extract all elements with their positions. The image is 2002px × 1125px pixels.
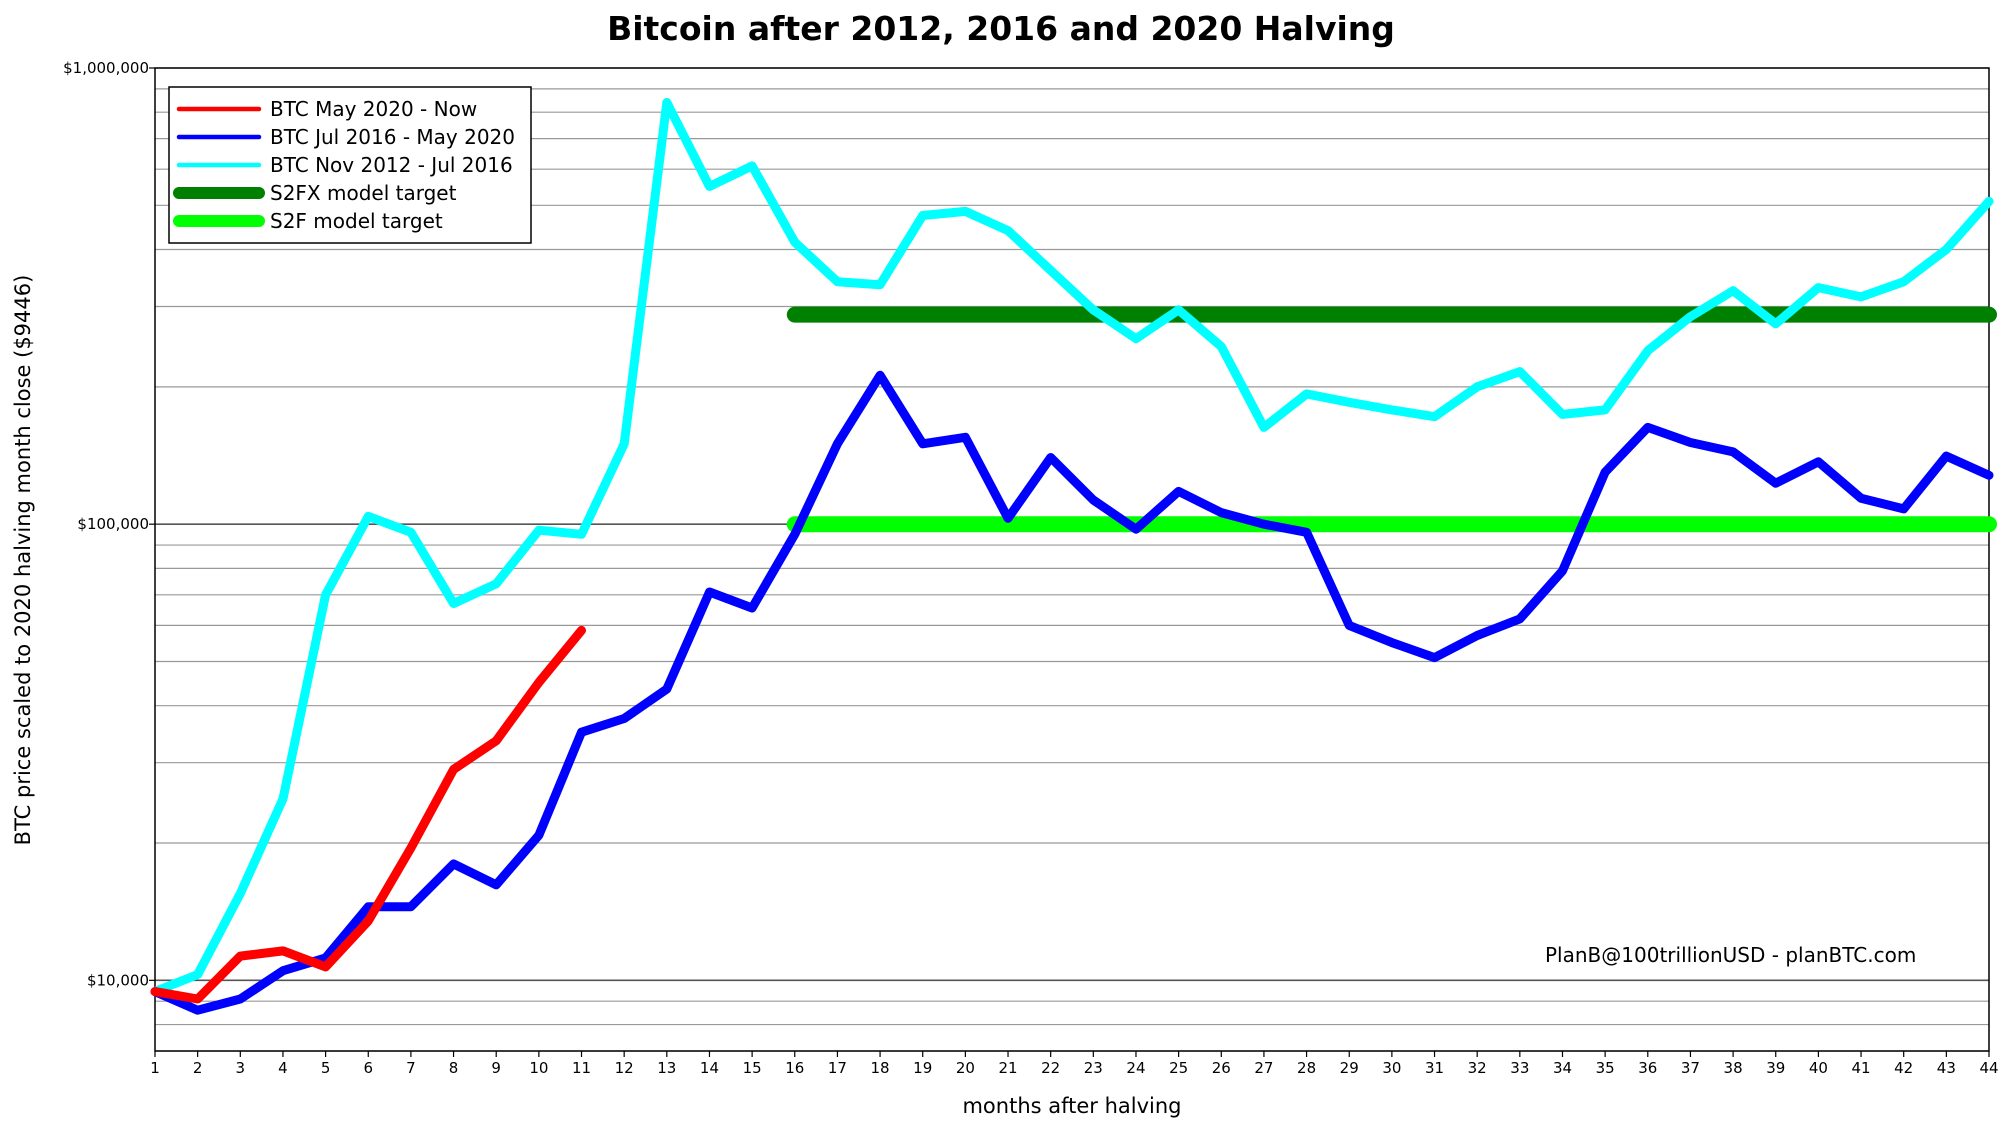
x-tick-label: 5 <box>321 1059 331 1077</box>
x-tick-label: 36 <box>1638 1059 1657 1077</box>
series-line-2 <box>150 98 1994 997</box>
x-tick-label: 42 <box>1894 1059 1913 1077</box>
x-tick-label: 26 <box>1212 1059 1231 1077</box>
legend-label: BTC Jul 2016 - May 2020 <box>270 125 515 149</box>
x-tick-label: 37 <box>1681 1059 1700 1077</box>
x-tick-label: 10 <box>529 1059 548 1077</box>
x-tick-label: 35 <box>1596 1059 1615 1077</box>
legend-label: BTC Nov 2012 - Jul 2016 <box>270 153 513 177</box>
x-tick-label: 39 <box>1766 1059 1785 1077</box>
x-tick-label: 25 <box>1169 1059 1188 1077</box>
x-tick-label: 31 <box>1425 1059 1444 1077</box>
y-tick-label: $1,000,000 <box>63 59 149 77</box>
x-tick-label: 28 <box>1297 1059 1316 1077</box>
credit-annotation: PlanB@100trillionUSD - planBTC.com <box>1545 943 1916 967</box>
x-tick-label: 30 <box>1382 1059 1401 1077</box>
x-axis-ticks: 1 2 3 4 5 6 7 8 9 10 11 12 13 14 15 16 17 18 19 20 21 22 23 24 2… <box>150 1051 1999 1077</box>
x-tick-label: 44 <box>1979 1059 1998 1077</box>
x-tick-label: 16 <box>785 1059 804 1077</box>
legend-label: S2F model target <box>270 209 443 233</box>
x-tick-label: 14 <box>700 1059 719 1077</box>
x-tick-label: 23 <box>1084 1059 1103 1077</box>
x-tick-label: 20 <box>956 1059 975 1077</box>
y-axis-ticks: $10,000 $100,000 $1,000,000 <box>63 59 155 989</box>
x-tick-label: 13 <box>657 1059 676 1077</box>
x-tick-label: 4 <box>278 1059 288 1077</box>
x-tick-label: 22 <box>1041 1059 1060 1077</box>
series-layer <box>150 98 1997 1015</box>
x-tick-label: 34 <box>1553 1059 1572 1077</box>
x-tick-label: 40 <box>1809 1059 1828 1077</box>
plot-area-frame <box>154 67 1990 1052</box>
series-line-1 <box>150 370 1994 1015</box>
x-tick-label: 2 <box>193 1059 203 1077</box>
x-tick-label: 3 <box>236 1059 246 1077</box>
series-line-0 <box>150 625 586 1004</box>
legend-label: S2FX model target <box>270 181 457 205</box>
x-tick-label: 1 <box>150 1059 160 1077</box>
x-tick-label: 19 <box>913 1059 932 1077</box>
x-tick-label: 24 <box>1126 1059 1145 1077</box>
x-tick-label: 43 <box>1937 1059 1956 1077</box>
x-tick-label: 38 <box>1724 1059 1743 1077</box>
y-tick-label: $10,000 <box>87 971 149 989</box>
x-tick-label: 17 <box>828 1059 847 1077</box>
x-tick-label: 27 <box>1254 1059 1273 1077</box>
x-tick-label: 21 <box>998 1059 1017 1077</box>
x-tick-label: 18 <box>871 1059 890 1077</box>
x-tick-label: 8 <box>449 1059 459 1077</box>
y-tick-label: $100,000 <box>77 515 149 533</box>
x-tick-label: 15 <box>743 1059 762 1077</box>
legend: BTC May 2020 - Now BTC Jul 2016 - May 202… <box>168 86 532 244</box>
x-tick-label: 29 <box>1340 1059 1359 1077</box>
y-axis-label: BTC price scaled to 2020 halving month c… <box>11 275 35 846</box>
legend-label: BTC May 2020 - Now <box>270 97 477 121</box>
x-tick-label: 6 <box>363 1059 373 1077</box>
x-tick-label: 7 <box>406 1059 416 1077</box>
x-tick-label: 32 <box>1468 1059 1487 1077</box>
chart-title: Bitcoin after 2012, 2016 and 2020 Halvin… <box>607 9 1395 48</box>
x-tick-label: 11 <box>572 1059 591 1077</box>
x-tick-label: 41 <box>1851 1059 1870 1077</box>
x-tick-label: 33 <box>1510 1059 1529 1077</box>
x-tick-label: 9 <box>491 1059 501 1077</box>
x-tick-label: 12 <box>615 1059 634 1077</box>
legend-entries: BTC May 2020 - Now BTC Jul 2016 - May 202… <box>173 97 515 233</box>
x-axis-label: months after halving <box>962 1094 1181 1118</box>
